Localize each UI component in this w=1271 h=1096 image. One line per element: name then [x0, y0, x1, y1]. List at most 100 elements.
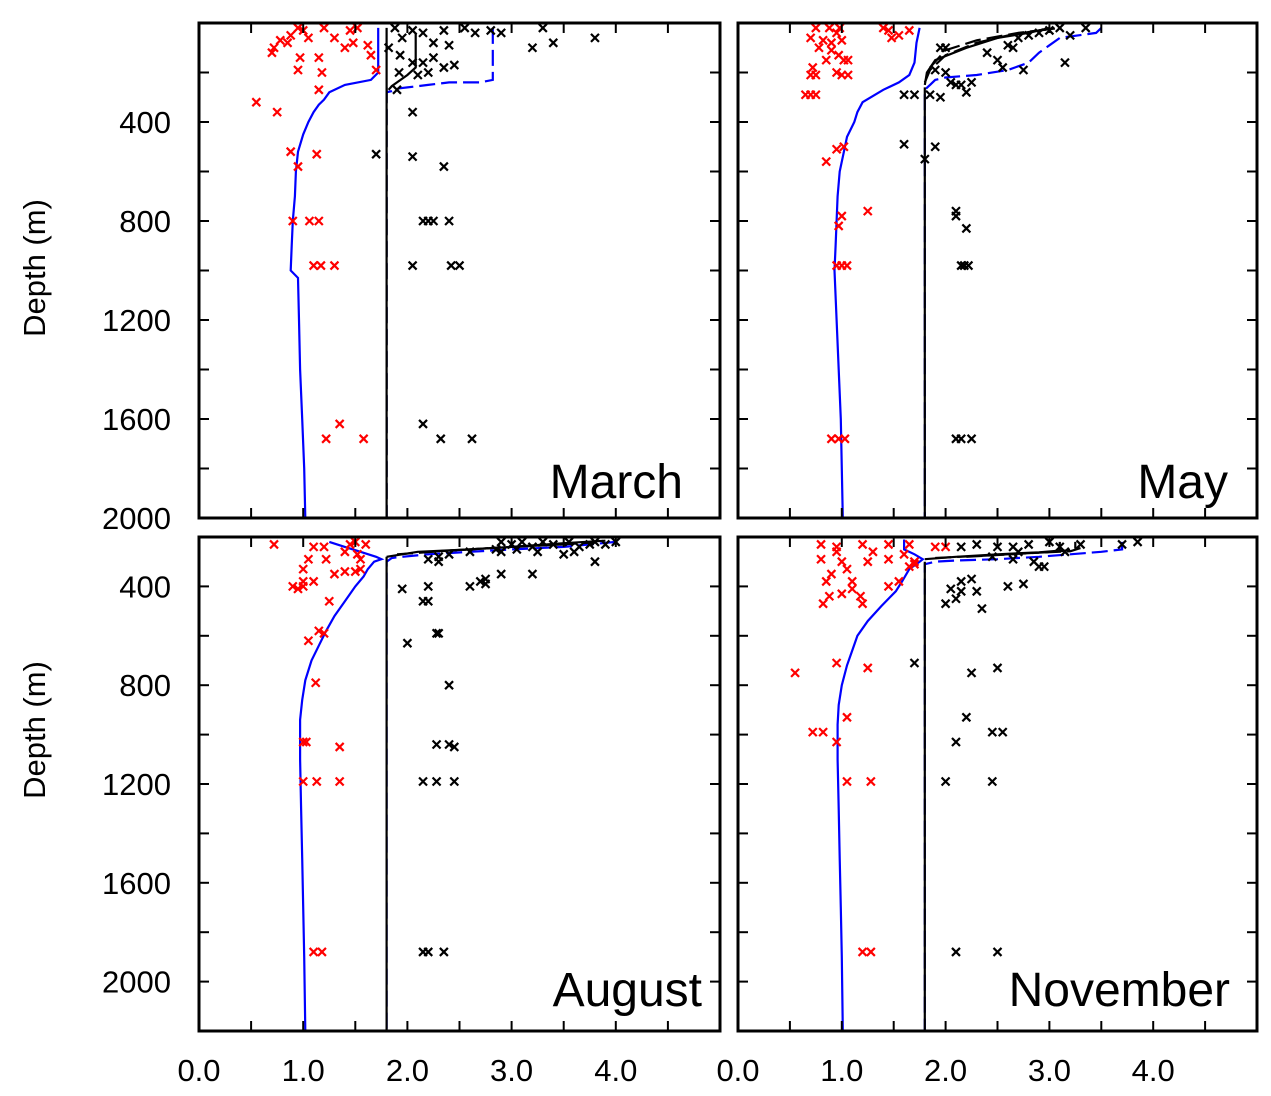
data-point	[395, 50, 405, 60]
data-point	[321, 434, 331, 444]
data-point	[1060, 57, 1070, 68]
data-point	[1065, 30, 1075, 41]
y-axis-title-bottom: Depth (m)	[17, 661, 52, 799]
data-point	[837, 35, 847, 46]
data-point	[282, 38, 293, 48]
data-point	[807, 62, 818, 73]
data-point	[909, 658, 920, 668]
data-point	[590, 537, 600, 547]
data-point	[285, 146, 296, 157]
data-point	[946, 77, 956, 88]
profile-line-1	[923, 541, 1124, 1031]
data-point	[423, 947, 434, 957]
data-point	[831, 28, 842, 38]
data-point	[512, 544, 522, 555]
data-point	[433, 628, 444, 639]
data-point	[449, 742, 460, 752]
data-point	[308, 947, 319, 957]
data-point	[475, 576, 486, 587]
panel-november: 0.0 1.0 2.0 3.0 4.0 November	[716, 535, 1259, 1088]
data-point	[961, 223, 972, 234]
data-point	[805, 33, 816, 43]
data-point	[371, 149, 381, 159]
data-point	[418, 419, 428, 429]
data-point	[831, 547, 842, 557]
data-point	[303, 554, 314, 565]
profile-line-1	[385, 27, 494, 518]
data-point	[465, 581, 475, 592]
data-point	[564, 537, 574, 547]
data-point	[878, 23, 889, 33]
data-point	[480, 579, 491, 589]
data-point	[418, 28, 428, 38]
data-point	[269, 539, 279, 550]
data-point	[329, 33, 340, 43]
data-point	[956, 260, 966, 271]
data-point	[909, 559, 920, 569]
profile-line-1	[385, 540, 616, 1031]
data-point	[831, 737, 842, 747]
data-point	[956, 586, 966, 597]
data-point	[816, 539, 826, 550]
panel-title: May	[1137, 456, 1228, 509]
data-point	[267, 47, 277, 58]
data-point	[883, 554, 894, 565]
data-point	[961, 87, 972, 98]
data-point	[987, 551, 998, 562]
data-point	[532, 547, 543, 557]
data-point	[1023, 539, 1034, 550]
data-point	[1117, 539, 1127, 550]
x-tick-label: 1.0	[282, 1053, 325, 1088]
data-point	[317, 67, 327, 78]
data-point	[444, 40, 454, 51]
data-point	[454, 260, 465, 271]
data-point	[842, 260, 852, 271]
y-tick-label: 1200	[102, 767, 171, 802]
data-point	[397, 584, 407, 594]
data-point	[329, 260, 340, 271]
data-point	[971, 586, 982, 597]
data-point	[314, 216, 324, 226]
data-point	[951, 737, 961, 747]
data-point	[407, 57, 418, 68]
profile-line-0	[836, 539, 925, 1032]
data-point	[837, 556, 847, 567]
x-tick-label: 1.0	[820, 1053, 863, 1088]
data-point	[407, 25, 418, 36]
y-tick-label: 2000	[102, 501, 171, 536]
data-point	[1018, 579, 1029, 589]
data-point	[496, 569, 506, 579]
data-point	[314, 85, 324, 95]
data-point	[402, 638, 413, 648]
data-point	[308, 260, 319, 271]
data-point	[319, 628, 329, 639]
data-point	[485, 25, 496, 36]
data-point	[977, 603, 987, 614]
data-point	[407, 260, 418, 271]
data-point	[308, 576, 319, 587]
data-point	[293, 65, 303, 75]
data-point	[433, 556, 444, 567]
data-point	[310, 677, 321, 688]
data-point	[816, 554, 826, 565]
data-point	[992, 55, 1003, 65]
data-point	[956, 542, 966, 552]
data-point	[358, 434, 369, 444]
data-point	[321, 554, 331, 565]
data-point	[548, 539, 559, 550]
data-point	[449, 60, 460, 70]
data-point	[814, 42, 824, 53]
data-point	[390, 23, 400, 33]
data-point	[1055, 23, 1065, 33]
data-point	[293, 23, 303, 33]
data-point	[366, 50, 376, 60]
profile-line-4	[923, 26, 1060, 83]
data-point	[444, 680, 454, 690]
data-point	[392, 85, 402, 95]
data-point	[431, 776, 442, 787]
plot-frame	[736, 21, 1259, 520]
data-point	[418, 776, 428, 787]
data-point	[496, 537, 506, 547]
data-point	[1075, 539, 1086, 550]
data-point	[868, 547, 878, 557]
